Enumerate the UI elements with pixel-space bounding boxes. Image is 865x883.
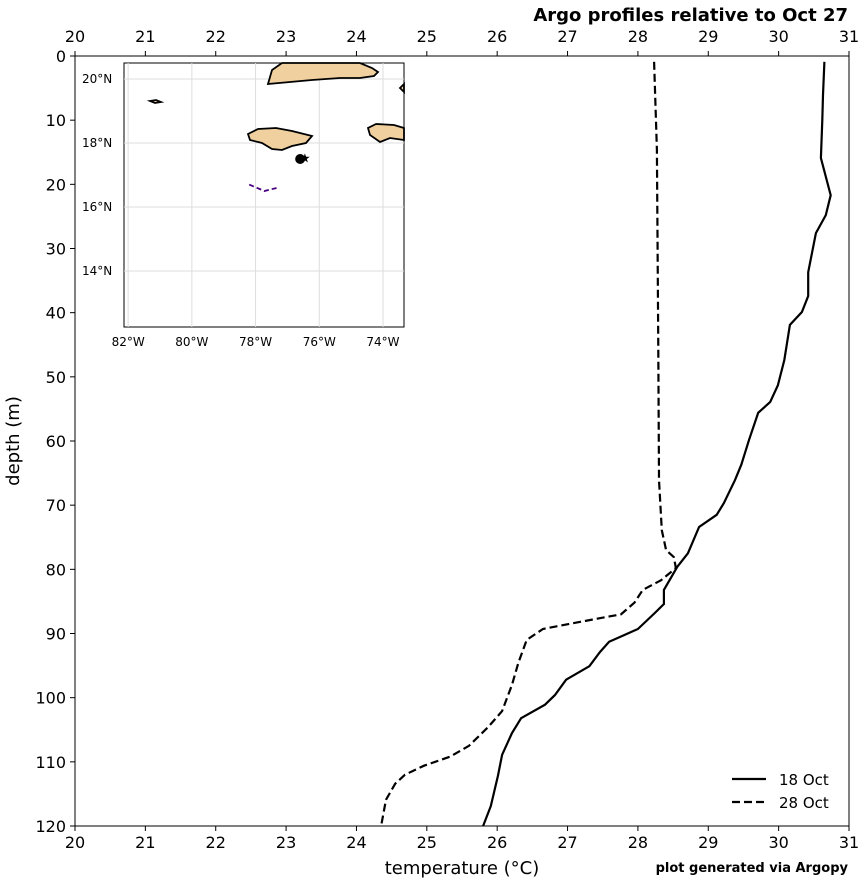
x-tick-label: 30 (768, 833, 788, 852)
legend-label: 18 Oct (779, 771, 829, 789)
x-tick-label: 31 (839, 833, 859, 852)
x-tick-label: 24 (346, 833, 366, 852)
x-tick-label-top: 21 (135, 27, 155, 46)
cayman (146, 99, 165, 104)
x-tick-label-top: 22 (206, 27, 226, 46)
inset-x-tick-label: 74°W (366, 335, 399, 349)
jamaica (246, 127, 314, 151)
x-tick-label: 29 (698, 833, 718, 852)
target-star (300, 153, 310, 163)
note: plot generated via Argopy (656, 861, 849, 876)
profile-line (482, 61, 832, 827)
inset-x-tick-label: 78°W (239, 335, 272, 349)
hispaniola (366, 123, 405, 144)
legend-label: 28 Oct (779, 794, 829, 812)
x-tick-label-top: 24 (346, 27, 366, 46)
y-tick-label: 20 (46, 175, 66, 194)
x-tick-label: 21 (135, 833, 155, 852)
cuba (266, 62, 380, 86)
inset-y-tick-label: 14°N (82, 264, 112, 278)
y-tick-label: 0 (56, 47, 66, 66)
inset-grid (124, 63, 404, 327)
y-tick-label: 60 (46, 432, 66, 451)
inset-x-tick-label: 82°W (112, 335, 145, 349)
inset-y-tick-label: 16°N (82, 200, 112, 214)
x-tick-label: 27 (557, 833, 577, 852)
y-tick-label: 100 (35, 689, 66, 708)
y-tick-label: 110 (35, 753, 66, 772)
x-tick-label-top: 20 (65, 27, 85, 46)
chart-title: Argo profiles relative to Oct 27 (533, 5, 848, 26)
x-tick-label-top: 27 (557, 27, 577, 46)
y-tick-label: 90 (46, 625, 66, 644)
profile-line (380, 61, 678, 827)
x-axis-label: temperature (°C) (385, 858, 539, 879)
y-tick-label: 30 (46, 240, 66, 259)
inset-map: 82°W 80°W 78°W 76°W 74°W 14°N 16°N 18°N 20°N (82, 62, 405, 349)
y-tick-label: 80 (46, 560, 66, 579)
x-tick-label: 26 (487, 833, 507, 852)
x-tick-label-top: 23 (276, 27, 296, 46)
x-tick-label: 20 (65, 833, 85, 852)
x-tick-label-top: 26 (487, 27, 507, 46)
x-tick-label: 25 (417, 833, 437, 852)
inset-y-tick-label: 18°N (82, 136, 112, 150)
x-tick-label-top: 29 (698, 27, 718, 46)
x-tick-label: 28 (628, 833, 648, 852)
inset-frame (123, 62, 405, 328)
inset-x-tick-label: 76°W (303, 335, 336, 349)
x-tick-label: 23 (276, 833, 296, 852)
y-tick-label: 40 (46, 304, 66, 323)
land (146, 62, 405, 151)
float-track (248, 183, 278, 192)
y-tick-label: 10 (46, 111, 66, 130)
y-axis-label: depth (m) (3, 396, 24, 486)
x-tick-label-top: 31 (839, 27, 859, 46)
x-tick-label-top: 25 (417, 27, 437, 46)
inset-y-tick-label: 20°N (82, 72, 112, 86)
y-tick-label: 120 (35, 817, 66, 836)
x-tick-label-top: 28 (628, 27, 648, 46)
x-tick-label-top: 30 (768, 27, 788, 46)
island (398, 81, 405, 95)
x-tick-label: 22 (206, 833, 226, 852)
y-tick-label: 50 (46, 368, 66, 387)
y-tick-label: 70 (46, 496, 66, 515)
inset-x-tick-label: 80°W (175, 335, 208, 349)
